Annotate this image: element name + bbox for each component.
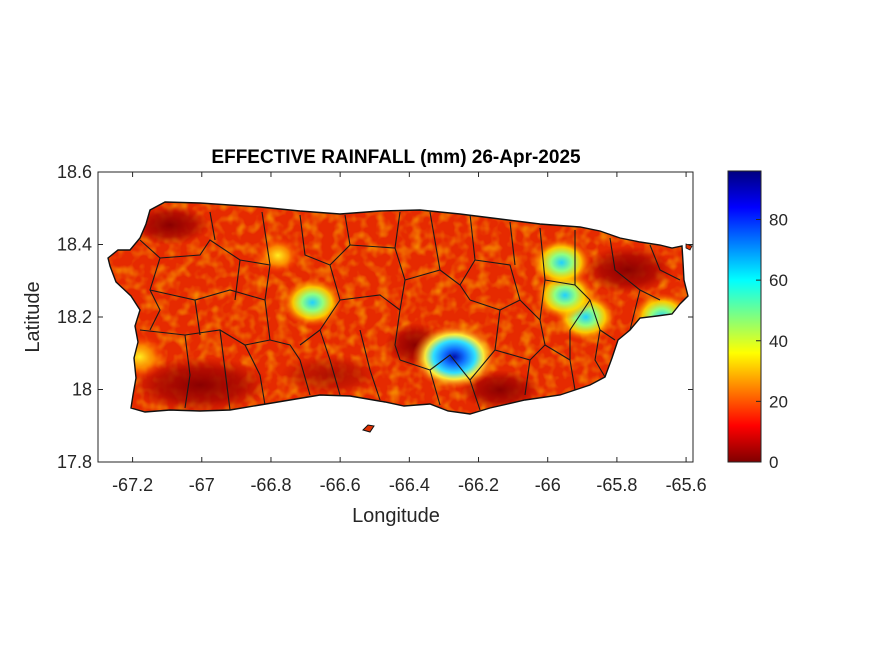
- colorbar-tick-label: 80: [769, 211, 788, 230]
- island-coastline: [107, 201, 689, 415]
- y-tick-label: 17.8: [57, 452, 92, 472]
- rainfall-hotspot: [255, 237, 300, 274]
- y-tick-label: 18: [72, 380, 92, 400]
- x-tick-label: -67.2: [112, 475, 153, 495]
- islet-caja-de-muertos: [362, 424, 375, 433]
- x-tick-label: -66: [535, 475, 561, 495]
- y-tick-label: 18.2: [57, 307, 92, 327]
- colorbar-tick-label: 60: [769, 271, 788, 290]
- x-tick-label: -66.6: [320, 475, 361, 495]
- x-tick-label: -66.8: [250, 475, 291, 495]
- colorbar-tick-label: 0: [769, 453, 778, 472]
- y-axis-label: Latitude: [22, 281, 44, 352]
- colorbar-ticks: 0 20 40 60 80: [756, 211, 788, 472]
- y-axis: 17.8 18 18.2 18.4 18.6: [57, 162, 693, 472]
- x-tick-label: -67: [189, 475, 215, 495]
- y-tick-label: 18.4: [57, 235, 92, 255]
- islet-east: [685, 243, 693, 251]
- rainfall-raster: [108, 202, 688, 414]
- map-title: EFFECTIVE RAINFALL (mm) 26-Apr-2025: [211, 147, 581, 168]
- rainfall-hotspot: [412, 324, 497, 389]
- x-axis-label: Longitude: [352, 505, 440, 527]
- x-tick-label: -65.6: [666, 475, 707, 495]
- municipality-boundaries: [139, 211, 681, 411]
- x-tick-label: -65.8: [596, 475, 637, 495]
- colorbar-tick-label: 40: [769, 332, 788, 351]
- rainfall-hotspot: [531, 238, 592, 287]
- x-axis: -67.2 -67 -66.8 -66.6 -66.4 -66.2 -66 -65.8 -65.…: [112, 172, 707, 495]
- y-tick-label: 18.6: [57, 162, 92, 182]
- colorbar-tick-label: 20: [769, 392, 788, 411]
- x-tick-label: -66.2: [458, 475, 499, 495]
- colorbar: [727, 170, 762, 463]
- x-tick-label: -66.4: [389, 475, 430, 495]
- rainfall-hotspot: [282, 278, 343, 327]
